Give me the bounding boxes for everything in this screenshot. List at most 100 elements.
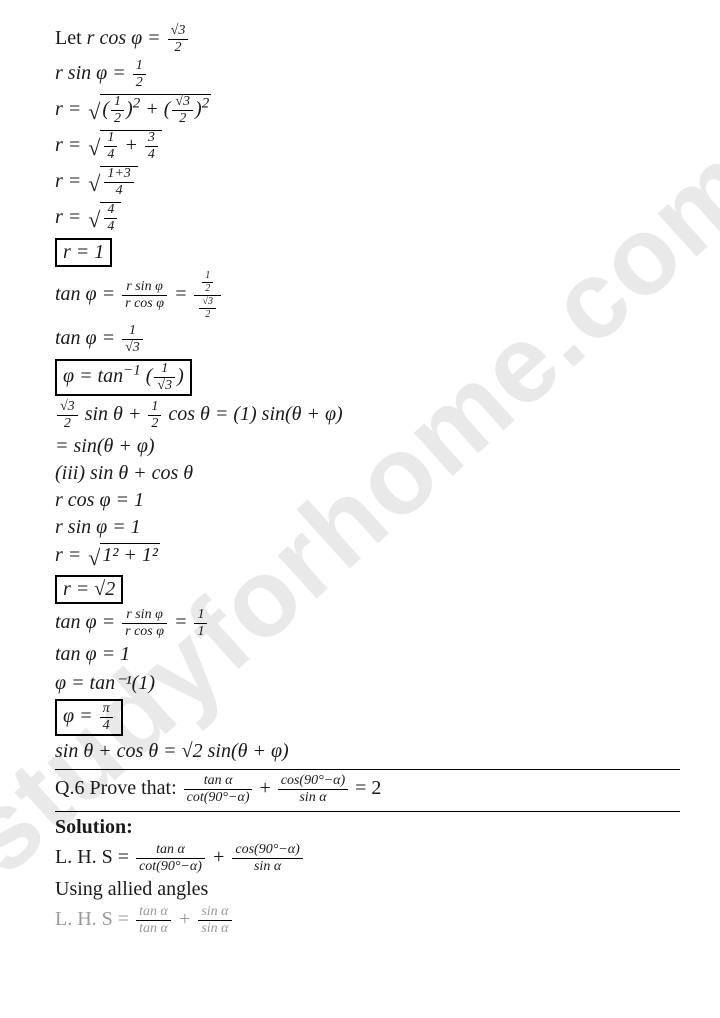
lhs-line-1: L. H. S = tan αcot(90°−α) + cos(90°−α)si… (55, 843, 680, 874)
text: r = (55, 134, 86, 156)
den: 4 (104, 182, 133, 198)
num: √3 (199, 297, 216, 308)
fraction: 12 (133, 59, 146, 90)
num: r sin φ (122, 608, 167, 623)
text: Q.6 Prove that: (55, 777, 182, 799)
num: 1 (148, 400, 161, 415)
fraction: 11 (194, 608, 207, 639)
lhs-line-2: L. H. S = tan αtan α + sin αsin α (55, 905, 680, 936)
line-18: tan φ = r sin φr cos φ = 11 (55, 608, 680, 639)
fraction: cos(90°−α)sin α (232, 843, 302, 874)
fraction: r sin φr cos φ (122, 280, 167, 311)
text: tan φ = (55, 327, 120, 349)
text: + (119, 134, 143, 156)
text: r cos φ = (87, 27, 166, 49)
line-12: = sin(θ + φ) (55, 435, 680, 458)
sqrt: 44 (86, 202, 121, 234)
allied-line: Using allied angles (55, 878, 680, 901)
text: cos θ = (1) sin(θ + φ) (168, 403, 342, 425)
line-15: r sin φ = 1 (55, 516, 680, 539)
den: 4 (104, 146, 117, 162)
text: tan φ = (55, 611, 120, 633)
line-6: r = 44 (55, 202, 680, 234)
boxed-result: φ = tan−1 (1√3) (55, 359, 192, 396)
den: 4 (100, 717, 113, 733)
num: √3 (57, 400, 78, 415)
line-14: r cos φ = 1 (55, 489, 680, 512)
text: + (178, 908, 197, 930)
line-20: φ = tan⁻¹(1) (55, 670, 680, 695)
den: r cos φ (122, 623, 167, 639)
num: 1 (104, 131, 117, 146)
den: 1 (194, 623, 207, 639)
num: 4 (104, 203, 117, 218)
fraction: √32 (57, 400, 78, 431)
num: tan α (184, 774, 253, 789)
sqrt: (12)2 + (√32)2 (86, 94, 211, 126)
den: tan α (136, 920, 171, 936)
text: r sin φ = (55, 62, 131, 84)
num: tan α (136, 905, 171, 920)
text: r = (55, 170, 86, 192)
line-5: r = 1+34 (55, 166, 680, 198)
num: tan α (136, 843, 205, 858)
den: cot(90°−α) (136, 858, 205, 874)
line-1: Let r cos φ = √32 (55, 24, 680, 55)
den: sin α (198, 920, 231, 936)
sup: −1 (123, 362, 141, 378)
line-17: r = √2 (55, 575, 680, 604)
text: r = (55, 206, 86, 228)
den: 2 (148, 415, 161, 431)
line-9: tan φ = 1√3 (55, 324, 680, 355)
den: √32 (194, 295, 221, 320)
boxed-result: φ = π4 (55, 699, 123, 736)
line-19: tan φ = 1 (55, 643, 680, 666)
den: 2 (202, 282, 213, 294)
text: + (259, 777, 275, 799)
boxed-result: r = 1 (55, 238, 112, 267)
fraction: sin αsin α (198, 905, 231, 936)
solution-heading: Solution: (55, 816, 680, 839)
line-22: sin θ + cos θ = √2 sin(θ + φ) (55, 740, 680, 763)
fraction: tan αcot(90°−α) (136, 843, 205, 874)
num: cos(90°−α) (278, 774, 348, 789)
num: cos(90°−α) (232, 843, 302, 858)
line-10: φ = tan−1 (1√3) (55, 359, 680, 396)
radicand: 1² + 1² (100, 543, 160, 567)
fraction: 1√3 (122, 324, 143, 355)
fraction: 12 √32 (194, 271, 221, 320)
text: tan φ = (55, 283, 120, 305)
den: sin α (278, 789, 348, 805)
num: 3 (145, 131, 158, 146)
num: 1 (154, 362, 175, 377)
line-7: r = 1 (55, 238, 680, 267)
den: 2 (133, 74, 146, 90)
text: φ = (63, 705, 98, 727)
line-8: tan φ = r sin φr cos φ = 12 √32 (55, 271, 680, 320)
den: √3 (122, 339, 143, 355)
fraction: r sin φr cos φ (122, 608, 167, 639)
line-21: φ = π4 (55, 699, 680, 736)
num: sin α (198, 905, 231, 920)
num: 1 (111, 95, 124, 110)
text: r = (55, 98, 86, 120)
text: = (174, 283, 193, 305)
sqrt: 14 + 34 (86, 130, 162, 162)
den: 2 (57, 415, 78, 431)
divider (55, 811, 680, 812)
text: sin θ + (85, 403, 147, 425)
num: √3 (168, 24, 189, 39)
fraction: 12 (148, 400, 161, 431)
line-3: r = (12)2 + (√32)2 (55, 94, 680, 126)
fraction: cos(90°−α)sin α (278, 774, 348, 805)
den: 2 (172, 110, 193, 126)
text: Let (55, 27, 87, 49)
fraction: √32 (168, 24, 189, 55)
num: √3 (172, 95, 193, 110)
num: 1+3 (104, 167, 133, 182)
text: r = (55, 544, 86, 566)
text: + (212, 846, 231, 868)
text: L. H. S = (55, 846, 134, 868)
num: π (100, 702, 113, 717)
den: cot(90°−α) (184, 789, 253, 805)
